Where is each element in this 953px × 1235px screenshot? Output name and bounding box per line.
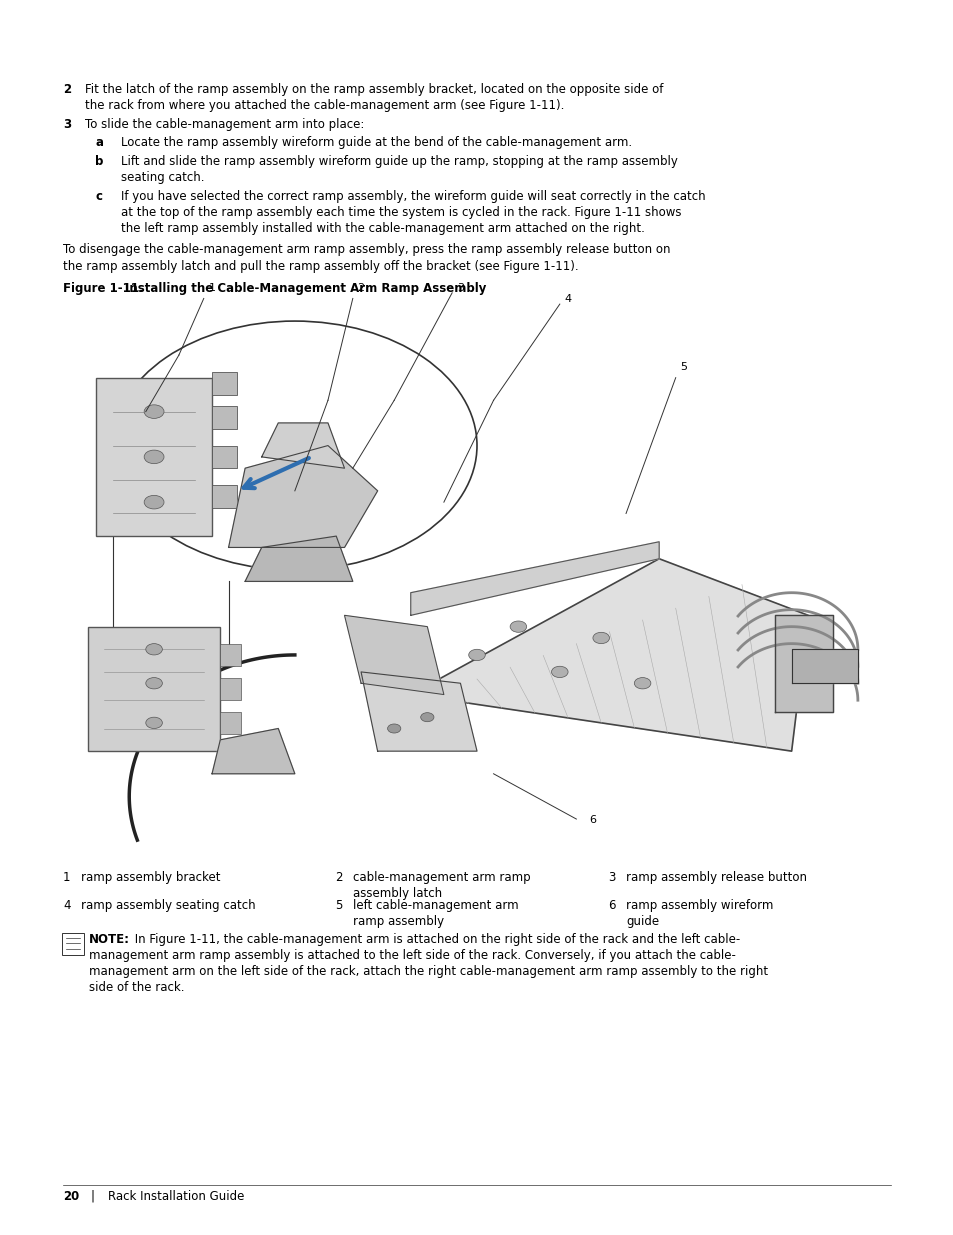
Text: ramp assembly release button: ramp assembly release button [625, 871, 806, 884]
FancyBboxPatch shape [212, 446, 236, 468]
FancyBboxPatch shape [96, 378, 212, 536]
FancyBboxPatch shape [212, 372, 236, 395]
Text: 3: 3 [607, 871, 615, 884]
Text: management arm on the left side of the rack, attach the right cable-management a: management arm on the left side of the r… [89, 965, 767, 978]
Text: management arm ramp assembly is attached to the left side of the rack. Conversel: management arm ramp assembly is attached… [89, 948, 735, 962]
Text: b: b [95, 156, 103, 168]
Circle shape [144, 405, 164, 419]
FancyBboxPatch shape [212, 485, 236, 508]
Circle shape [593, 632, 609, 643]
Text: Figure 1-11.: Figure 1-11. [63, 283, 143, 295]
Text: 6: 6 [607, 899, 615, 911]
Text: 4: 4 [63, 899, 71, 911]
FancyBboxPatch shape [220, 678, 241, 700]
Polygon shape [791, 650, 857, 683]
Circle shape [146, 678, 162, 689]
Text: guide: guide [625, 915, 659, 927]
Text: ramp assembly: ramp assembly [353, 915, 444, 927]
Text: If you have selected the correct ramp assembly, the wireform guide will seat cor: If you have selected the correct ramp as… [121, 190, 705, 203]
Circle shape [146, 643, 162, 655]
Text: Locate the ramp assembly wireform guide at the bend of the cable-management arm.: Locate the ramp assembly wireform guide … [121, 136, 632, 149]
Text: 2: 2 [63, 83, 71, 96]
Text: In Figure 1-11, the cable-management arm is attached on the right side of the ra: In Figure 1-11, the cable-management arm… [131, 932, 740, 946]
Circle shape [510, 621, 526, 632]
Text: a: a [95, 136, 103, 149]
Text: the rack from where you attached the cable-management arm (see Figure 1-11).: the rack from where you attached the cab… [85, 99, 564, 112]
FancyBboxPatch shape [220, 643, 241, 666]
Text: Lift and slide the ramp assembly wireform guide up the ramp, stopping at the ram: Lift and slide the ramp assembly wirefor… [121, 156, 678, 168]
Circle shape [146, 718, 162, 729]
Text: the left ramp assembly installed with the cable-management arm attached on the r: the left ramp assembly installed with th… [121, 222, 644, 236]
Polygon shape [411, 558, 807, 751]
Text: Fit the latch of the ramp assembly on the ramp assembly bracket, located on the : Fit the latch of the ramp assembly on th… [85, 83, 662, 96]
Polygon shape [261, 422, 344, 468]
Polygon shape [360, 672, 476, 751]
Text: ramp assembly wireform: ramp assembly wireform [625, 899, 773, 911]
Polygon shape [774, 615, 832, 711]
Text: seating catch.: seating catch. [121, 172, 204, 184]
Text: ramp assembly bracket: ramp assembly bracket [81, 871, 220, 884]
Polygon shape [229, 446, 377, 547]
Text: ramp assembly seating catch: ramp assembly seating catch [81, 899, 255, 911]
Circle shape [420, 713, 434, 721]
Circle shape [634, 678, 650, 689]
FancyBboxPatch shape [62, 932, 84, 955]
Text: c: c [95, 190, 102, 203]
Text: cable-management arm ramp: cable-management arm ramp [353, 871, 530, 884]
Circle shape [551, 666, 567, 678]
Text: 3: 3 [456, 283, 463, 293]
Polygon shape [344, 615, 443, 694]
Text: |: | [91, 1191, 95, 1203]
Text: 2: 2 [357, 283, 364, 293]
Text: 1: 1 [209, 283, 215, 293]
FancyBboxPatch shape [220, 711, 241, 734]
Text: Rack Installation Guide: Rack Installation Guide [108, 1191, 244, 1203]
Text: the ramp assembly latch and pull the ramp assembly off the bracket (see Figure 1: the ramp assembly latch and pull the ram… [63, 259, 578, 273]
Text: 20: 20 [63, 1191, 79, 1203]
Text: side of the rack.: side of the rack. [89, 981, 184, 994]
Text: left cable-management arm: left cable-management arm [353, 899, 518, 911]
Text: 1: 1 [63, 871, 71, 884]
Polygon shape [212, 729, 294, 774]
Text: at the top of the ramp assembly each time the system is cycled in the rack. Figu: at the top of the ramp assembly each tim… [121, 206, 680, 219]
Text: 6: 6 [589, 815, 596, 825]
FancyBboxPatch shape [212, 406, 236, 429]
Text: 5: 5 [335, 899, 342, 911]
Text: NOTE:: NOTE: [89, 932, 130, 946]
Text: To disengage the cable-management arm ramp assembly, press the ramp assembly rel: To disengage the cable-management arm ra… [63, 243, 670, 257]
Text: 5: 5 [679, 362, 687, 372]
Text: Installing the Cable-Management Arm Ramp Assembly: Installing the Cable-Management Arm Ramp… [125, 283, 486, 295]
Circle shape [387, 724, 400, 734]
Text: 3: 3 [63, 117, 71, 131]
Text: assembly latch: assembly latch [353, 887, 441, 900]
Polygon shape [245, 536, 353, 582]
Circle shape [144, 450, 164, 463]
Text: 4: 4 [564, 294, 571, 304]
Circle shape [468, 650, 485, 661]
Polygon shape [411, 542, 659, 615]
Text: 2: 2 [335, 871, 342, 884]
Circle shape [144, 495, 164, 509]
FancyBboxPatch shape [88, 626, 220, 751]
Text: To slide the cable-management arm into place:: To slide the cable-management arm into p… [85, 117, 364, 131]
